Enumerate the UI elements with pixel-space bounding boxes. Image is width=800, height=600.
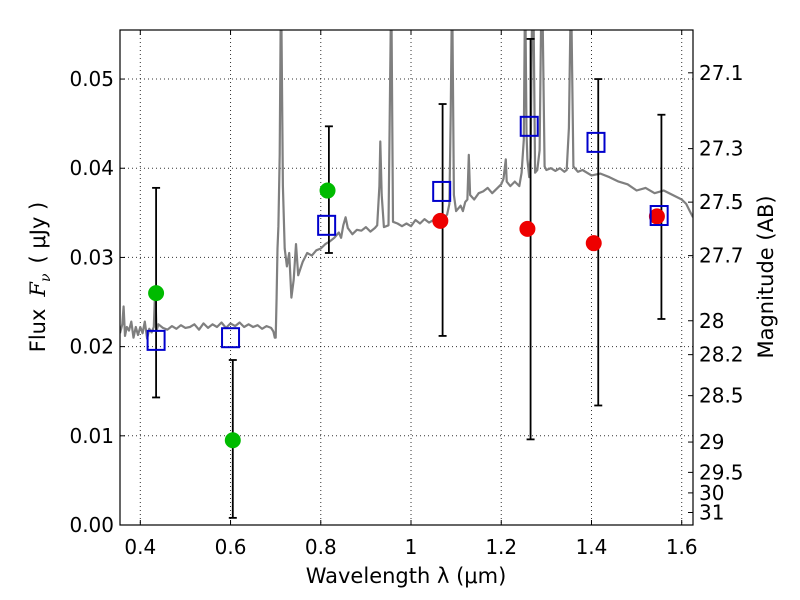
x-tick-label: 1.4 [576,535,608,559]
y2-tick-label: 27.5 [699,190,744,214]
y-tick-label: 0.03 [69,245,114,269]
green-data-point [148,285,165,302]
y2-tick-label: 28.2 [699,343,744,367]
y2-tick-label: 29 [699,430,724,454]
model-square-marker [221,327,241,349]
x-tick-label: 1.2 [485,535,517,559]
spectrum-line [120,30,693,340]
y-tick-label: 0.05 [69,67,114,91]
y-tick-label: 0.04 [69,156,114,180]
y2-tick-label: 27.3 [699,137,744,161]
y-axis-label: Flux Fν ( μJy ) [26,202,54,352]
red-data-point [585,235,602,252]
red-data-point [432,212,449,229]
y2-tick-label: 27.7 [699,244,744,268]
y-axis-label-symbol: F [26,281,50,298]
y2-axis-label: Magnitude (AB) [754,195,778,358]
model-square-marker [519,115,539,137]
plot-area [120,30,693,519]
green-data-point [319,182,336,199]
x-tick-label: 1.6 [666,535,698,559]
y2-tick-label: 28.5 [699,384,744,408]
x-tick-label: 1 [405,535,418,559]
y-tick-label: 0.01 [69,424,114,448]
model-square-marker [317,214,337,236]
red-data-point [648,208,665,225]
y-tick-label: 0.02 [69,335,114,359]
y-axis-label-sub: ν [38,273,54,282]
y2-tick-label: 28 [699,309,724,333]
x-axis-label: Wavelength λ (μm) [306,564,507,588]
y2-tick-label: 29.5 [699,460,744,484]
model-square-marker [649,205,669,227]
x-tick-label: 0.8 [305,535,337,559]
axis-ticks: 0.4 0.6 0.8 1 1.2 1.4 1.6 0.00 0.01 0.02 0.03 0.04 0… [69,30,744,559]
x-tick-label: 0.6 [215,535,247,559]
model-square-marker [586,131,606,153]
y2-tick-label: 31 [699,501,724,525]
green-data-point [224,432,241,449]
y-axis-label-unit: ( μJy ) [26,202,50,264]
y-axis-label-pre: Flux [26,309,50,353]
model-square-marker [146,329,166,351]
plot-frame [119,29,694,526]
y2-tick-label: 30 [699,481,724,505]
model-square-marker [432,180,452,202]
y-tick-label: 0.00 [69,513,114,537]
x-tick-label: 0.4 [124,535,156,559]
y2-tick-label: 27.1 [699,61,744,85]
red-data-point [519,220,536,237]
plot-background [120,30,693,525]
